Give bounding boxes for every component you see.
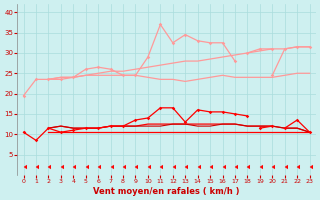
- X-axis label: Vent moyen/en rafales ( km/h ): Vent moyen/en rafales ( km/h ): [93, 187, 240, 196]
